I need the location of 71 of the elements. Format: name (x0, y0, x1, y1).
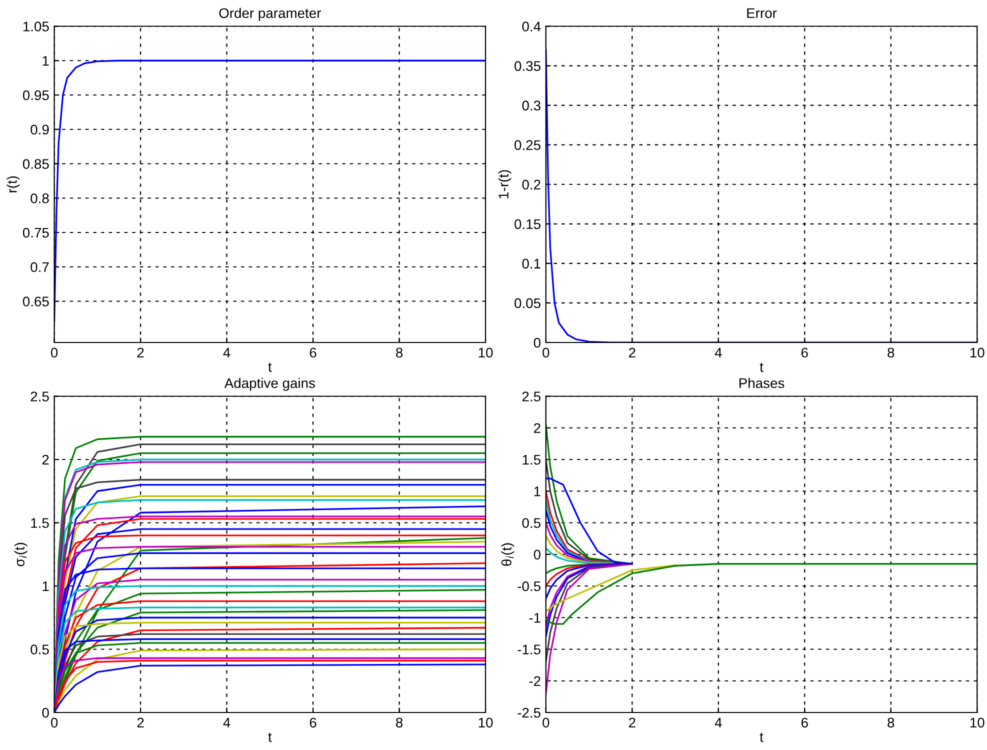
y-tick-label: -2 (529, 676, 540, 686)
x-tick-label: 0 (542, 718, 550, 728)
x-tick-label: 2 (628, 348, 636, 358)
y-tick-label: 0.9 (30, 124, 49, 135)
chart-title: Error (747, 8, 777, 18)
y-axis-title: r(t) (6, 176, 20, 192)
y-tick-label: -0.5 (518, 581, 540, 592)
x-tick-label: 4 (714, 718, 722, 728)
y-tick-label: 0.65 (22, 296, 49, 306)
x-tick-label: 4 (223, 348, 230, 358)
y-tick-label: 0.75 (22, 228, 49, 238)
x-tick-label: 4 (714, 348, 722, 358)
y-tick-label: 0.05 (514, 298, 540, 308)
chart-title: Adaptive gains (224, 378, 315, 391)
y-tick-label: -1.5 (518, 644, 540, 654)
y-tick-label: -2.5 (518, 708, 540, 718)
y-tick-label: 0.2 (522, 180, 540, 190)
y-axis-title: 1-r(t) (498, 170, 512, 198)
y-tick-label: 0.1 (522, 258, 540, 269)
y-tick-label: 0.8 (30, 193, 49, 204)
x-tick-label: 6 (310, 718, 316, 728)
y-tick-label: 1 (42, 56, 49, 66)
x-tick-label: 0 (50, 718, 58, 728)
x-tick-label: 6 (801, 348, 808, 358)
x-tick-label: 4 (223, 718, 230, 728)
y-tick-label: 1.5 (522, 454, 540, 465)
x-tick-label: 6 (801, 718, 808, 728)
x-axis-title: t (760, 362, 764, 372)
x-tick-label: 2 (137, 348, 144, 358)
y-tick-label: 1.5 (31, 518, 49, 528)
y-tick-label: 2.5 (30, 392, 49, 402)
y-tick-label: 0.25 (514, 140, 540, 150)
x-tick-label: 0 (542, 348, 550, 358)
y-tick-label: 0.5 (522, 518, 540, 528)
x-tick-label: 10 (970, 718, 984, 728)
x-tick-label: 0 (50, 348, 58, 358)
chart-title: Order parameter (219, 8, 322, 21)
y-axis-title: σ$_{i}$(t) (14, 542, 28, 566)
chart-title: Phases (739, 378, 784, 388)
x-tick-label: 8 (888, 348, 894, 358)
x-tick-label: 10 (478, 348, 493, 358)
y-tick-label: 0.85 (22, 159, 49, 169)
x-tick-label: 2 (137, 718, 144, 728)
y-tick-label: 0.15 (514, 219, 540, 230)
x-tick-label: 8 (396, 348, 403, 358)
y-tick-label: 1.05 (23, 22, 49, 32)
y-tick-label: 0.35 (514, 61, 540, 71)
y-tick-label: 1 (42, 581, 49, 592)
y-tick-label: 0.7 (30, 262, 49, 272)
x-axis-title: t (268, 732, 272, 742)
y-tick-label: 2 (534, 423, 540, 433)
y-tick-label: 0 (534, 338, 540, 348)
y-tick-label: 0.4 (522, 22, 541, 32)
y-tick-label: -1 (529, 613, 540, 623)
x-tick-label: 2 (628, 718, 636, 728)
x-tick-label: 10 (970, 348, 984, 358)
x-tick-label: 6 (310, 348, 316, 358)
y-tick-label: 0.5 (30, 644, 49, 654)
y-tick-label: 0.95 (22, 90, 49, 100)
y-tick-label: 0.3 (522, 100, 540, 110)
x-axis-title: t (268, 362, 272, 372)
y-tick-label: 1 (534, 486, 540, 496)
y-tick-label: 2 (42, 454, 49, 465)
x-tick-label: 8 (396, 718, 403, 728)
x-tick-label: 10 (478, 718, 493, 728)
y-tick-label: 0 (534, 550, 540, 560)
y-axis-title: θ$_{i}$(t) (501, 543, 514, 566)
y-tick-label: 0 (42, 708, 49, 718)
x-tick-label: 8 (888, 718, 894, 728)
y-tick-label: 2.5 (522, 392, 540, 402)
x-axis-title: t (760, 732, 764, 742)
